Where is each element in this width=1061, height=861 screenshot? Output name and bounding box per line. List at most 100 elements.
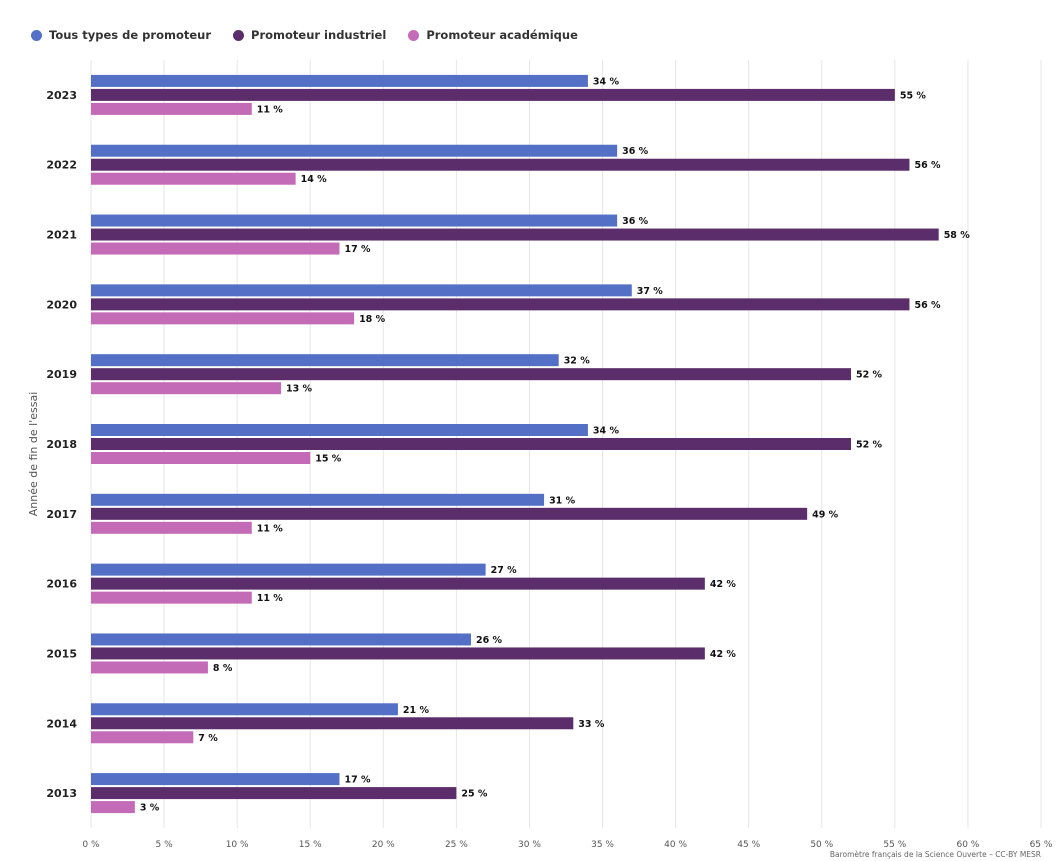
category-label: 2022 — [46, 159, 77, 172]
data-label: 49 % — [812, 509, 839, 520]
legend-item-1[interactable]: Promoteur industriel — [233, 28, 386, 42]
bar — [91, 102, 252, 115]
x-tick-label: 0 % — [82, 840, 100, 850]
legend-marker — [408, 29, 420, 41]
data-label: 13 % — [286, 384, 313, 395]
x-tick-label: 15 % — [299, 840, 322, 850]
bar — [91, 368, 851, 381]
data-label: 42 % — [710, 649, 737, 660]
data-label: 58 % — [944, 230, 971, 241]
category-label: 2019 — [46, 368, 77, 381]
legend-item-2[interactable]: Promoteur académique — [408, 28, 578, 42]
legend-label: Promoteur industriel — [251, 28, 387, 42]
data-label: 21 % — [403, 705, 430, 716]
bar — [91, 438, 851, 450]
bar — [91, 703, 398, 716]
bar — [91, 214, 618, 227]
x-tick-label: 60 % — [956, 840, 979, 850]
bar — [91, 242, 340, 255]
x-tick-label: 25 % — [445, 840, 468, 850]
x-tick-label: 5 % — [156, 840, 174, 850]
data-label: 36 % — [622, 146, 649, 157]
category-label: 2020 — [46, 298, 77, 311]
bar — [91, 88, 895, 101]
x-tick-label: 65 % — [1030, 840, 1053, 850]
bar — [91, 633, 471, 646]
x-tick-label: 45 % — [737, 840, 760, 850]
source-credit: Baromètre français de la Science Ouverte… — [829, 850, 1041, 859]
data-label: 34 % — [593, 76, 620, 87]
bar — [91, 661, 208, 674]
data-label: 7 % — [198, 733, 218, 744]
x-tick-label: 35 % — [591, 840, 614, 850]
category-label: 2013 — [46, 787, 77, 800]
bar — [91, 452, 311, 464]
category-label: 2017 — [46, 508, 77, 521]
y-axis-title: Année de fin de l'essai — [27, 392, 40, 517]
x-tick-label: 55 % — [883, 840, 906, 850]
bar — [91, 591, 252, 604]
bar — [91, 801, 135, 814]
category-label: 2016 — [46, 578, 77, 591]
data-label: 27 % — [491, 565, 518, 576]
data-label: 37 % — [637, 286, 664, 297]
data-label: 31 % — [549, 495, 576, 506]
bar — [91, 577, 705, 590]
data-label: 3 % — [140, 803, 160, 814]
x-tick-label: 20 % — [372, 840, 395, 850]
bar — [91, 773, 340, 786]
bar — [91, 382, 281, 395]
data-label: 52 % — [856, 370, 883, 381]
data-label: 11 % — [257, 593, 284, 604]
bar — [91, 563, 486, 576]
data-label: 56 % — [914, 160, 941, 171]
bar — [91, 354, 559, 367]
legend-label: Tous types de promoteur — [49, 28, 212, 42]
x-tick-label: 30 % — [518, 840, 541, 850]
data-label: 17 % — [344, 244, 371, 255]
data-label: 8 % — [213, 663, 233, 674]
legend-marker — [233, 29, 245, 41]
legend-item-0[interactable]: Tous types de promoteur — [31, 28, 211, 42]
category-label: 2014 — [46, 717, 77, 730]
bar — [91, 787, 457, 800]
category-label: 2021 — [46, 229, 77, 242]
data-label: 55 % — [900, 90, 927, 101]
bar — [91, 493, 545, 506]
bar — [91, 144, 618, 157]
legend-label: Promoteur académique — [426, 28, 578, 42]
bar — [91, 507, 808, 520]
bar — [91, 312, 355, 325]
bar — [91, 731, 194, 744]
data-label: 56 % — [914, 300, 941, 311]
data-label: 11 % — [257, 523, 284, 534]
x-tick-label: 10 % — [226, 840, 249, 850]
data-label: 11 % — [257, 104, 284, 115]
data-label: 15 % — [315, 454, 342, 465]
data-label: 42 % — [710, 579, 737, 590]
bar — [91, 158, 910, 171]
data-label: 33 % — [578, 719, 605, 730]
x-tick-label: 40 % — [664, 840, 687, 850]
data-label: 26 % — [476, 635, 503, 646]
x-tick-label: 50 % — [810, 840, 833, 850]
bar — [91, 74, 588, 87]
data-label: 32 % — [564, 356, 591, 367]
data-label: 17 % — [344, 775, 371, 786]
data-label: 34 % — [593, 426, 620, 437]
bar — [91, 521, 252, 534]
bar — [91, 298, 910, 311]
data-label: 14 % — [301, 174, 328, 185]
bar — [91, 172, 296, 185]
category-label: 2015 — [46, 647, 77, 660]
data-label: 52 % — [856, 440, 883, 451]
data-label: 36 % — [622, 216, 649, 227]
data-label: 25 % — [461, 789, 488, 800]
bar — [91, 284, 632, 297]
bar — [91, 228, 939, 241]
category-label: 2023 — [46, 89, 77, 102]
category-label: 2018 — [46, 438, 77, 451]
data-label: 18 % — [359, 314, 386, 325]
bar — [91, 647, 705, 660]
